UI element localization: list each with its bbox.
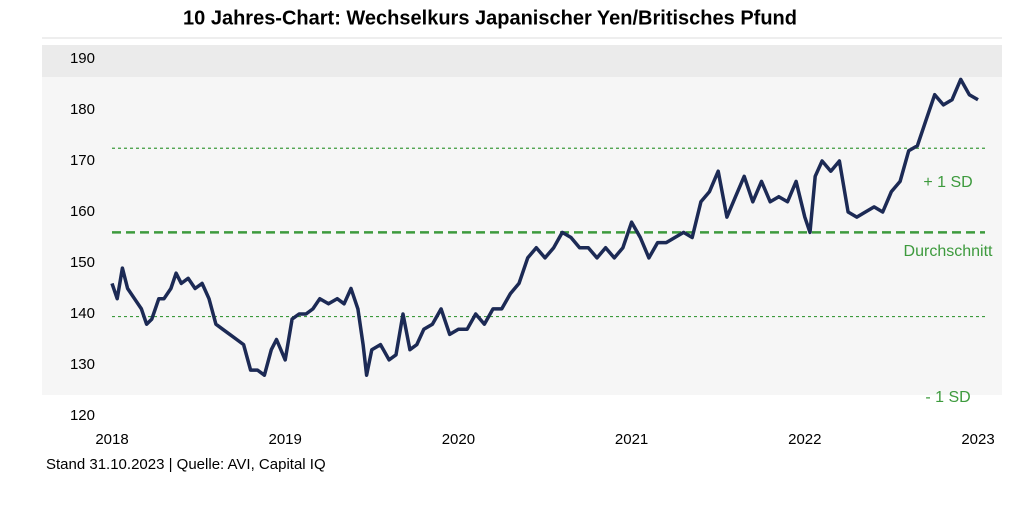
data-line: [110, 77, 979, 377]
x-tick-label: 2021: [615, 431, 648, 448]
x-tick-label: 2023: [961, 431, 994, 448]
plot-background: [42, 77, 1002, 395]
x-tick-label: 2018: [95, 431, 128, 448]
y-tick-label: 150: [70, 254, 95, 271]
source-note: Stand 31.10.2023 | Quelle: AVI, Capital …: [46, 456, 326, 473]
y-tick-label: 170: [70, 152, 95, 169]
x-tick-label: 2019: [269, 431, 302, 448]
reference-label: - 1 SD: [925, 389, 970, 406]
reference-label: + 1 SD: [923, 174, 972, 191]
header-band: [42, 45, 1002, 77]
x-tick-label: 2022: [788, 431, 821, 448]
y-tick-label: 130: [70, 356, 95, 373]
y-tick-label: 160: [70, 203, 95, 220]
y-tick-label: 120: [70, 407, 95, 424]
x-tick-label: 2020: [442, 431, 475, 448]
y-tick-label: 140: [70, 305, 95, 322]
reference-label: Durchschnitt: [904, 243, 993, 260]
y-tick-label: 180: [70, 101, 95, 118]
chart-title: 10 Jahres-Chart: Wechselkurs Japanischer…: [183, 7, 797, 29]
y-tick-label: 190: [70, 50, 95, 67]
